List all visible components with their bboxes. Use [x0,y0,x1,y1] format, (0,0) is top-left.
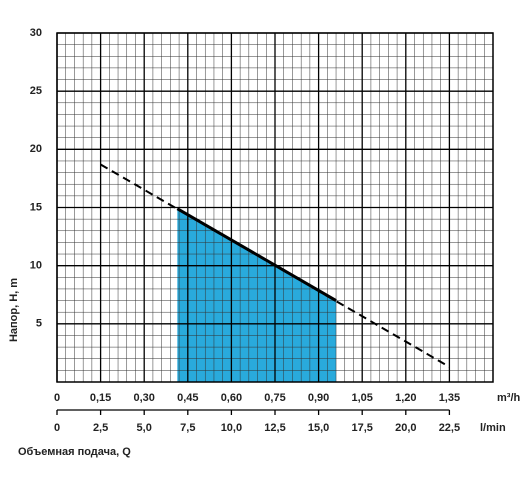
x2-tick-label: 20,0 [395,422,416,434]
x-tick-label: 1,05 [351,392,372,404]
x-tick-label: 0,60 [221,392,242,404]
x2-tick-label: 7,5 [180,422,195,434]
x-unit: m³/h [497,392,521,404]
y-tick-label: 20 [30,143,42,155]
y-tick-label: 15 [30,201,42,213]
x2-tick-label: 15,0 [308,422,329,434]
x-tick-label: 0,90 [308,392,329,404]
operating-curve [176,207,337,302]
x-tick-label: 1,20 [395,392,416,404]
plot-frame [56,32,494,383]
x-tick-label: 0 [54,392,60,404]
x2-unit: l/min [480,422,506,434]
x-tick-label: 0,15 [90,392,111,404]
x-tick-label: 1,35 [439,392,460,404]
x2-tick-label: 0 [54,422,60,434]
x2-tick-label: 17,5 [351,422,372,434]
x-tick-label: 0,75 [264,392,285,404]
x2-tick-label: 22,5 [439,422,460,434]
x-tick-label: 0,30 [133,392,154,404]
y-tick-label: 5 [36,318,42,330]
x-axis-label: Объемная подача, Q [18,446,131,458]
y-tick-label: 30 [30,27,42,39]
x2-tick-label: 2,5 [93,422,108,434]
y-tick-label: 10 [30,260,42,272]
x2-tick-label: 10,0 [221,422,242,434]
x2-tick-label: 5,0 [137,422,152,434]
y-tick-label: 25 [30,85,42,97]
y-axis-label: Напор, H, m [8,278,20,342]
operating-area [177,208,337,382]
x-tick-label: 0,45 [177,392,198,404]
x2-tick-label: 12,5 [264,422,285,434]
